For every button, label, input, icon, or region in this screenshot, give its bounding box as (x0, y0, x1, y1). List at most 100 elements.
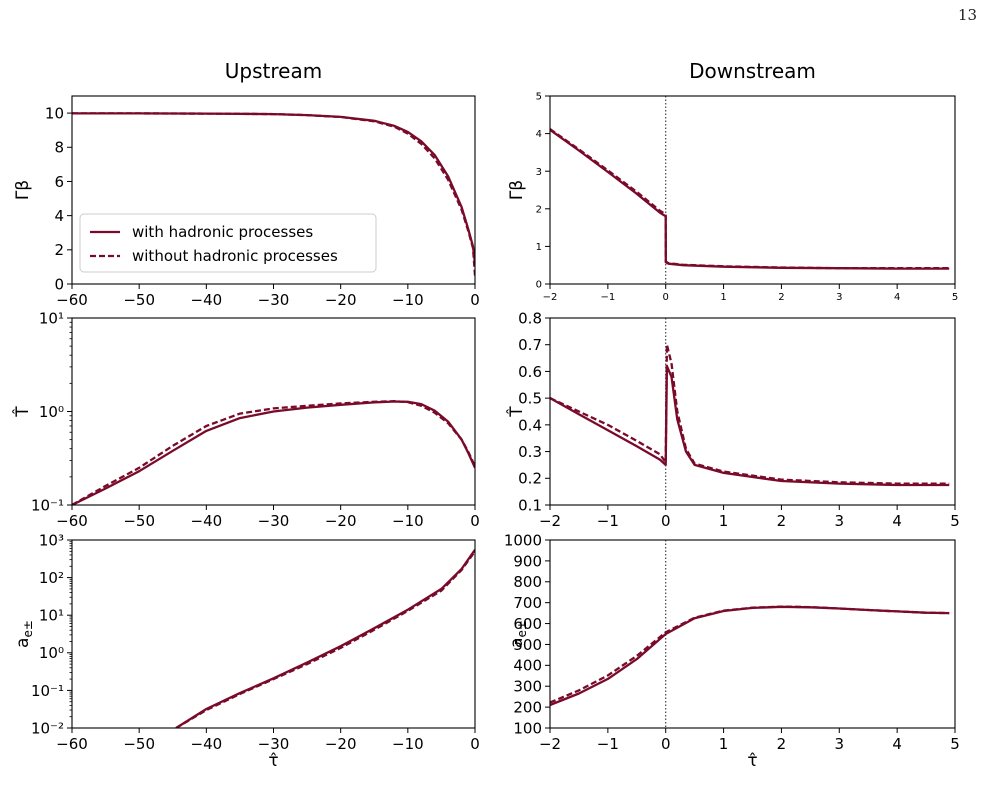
chart-panel-downstream-pair-multiplicity: −2 −1 0 1 2 3 4 5 100 200 300 400 500 600 700 800 900 100… (504, 531, 960, 771)
series-line-without-hadronic (175, 550, 475, 728)
x-tick-label: 4 (892, 735, 902, 753)
x-tick-label: −40 (191, 291, 223, 309)
x-axis-label: τ̂ (747, 751, 757, 771)
x-tick-label: 3 (836, 292, 842, 303)
x-tick-label: −20 (325, 512, 357, 530)
axes-frame (71, 95, 476, 285)
x-tick-label: −20 (325, 291, 357, 309)
legend-entry: without hadronic processes (132, 247, 338, 265)
y-tick-label: 0.3 (518, 443, 542, 461)
series-line-with-hadronic (175, 549, 475, 728)
x-tick-label: 0 (470, 512, 480, 530)
x-tick-label: −2 (543, 292, 558, 303)
y-tick-label: 1000 (504, 531, 542, 549)
series-group (550, 605, 950, 707)
series-line-with-hadronic (550, 128, 950, 270)
y-tick-label: 0.5 (518, 390, 542, 408)
x-tick-label: 0 (470, 735, 480, 753)
axes-frame (549, 539, 956, 729)
y-tick-label: 6 (54, 173, 64, 191)
series-line-without-hadronic (550, 343, 950, 485)
x-tick-label: 0 (470, 291, 480, 309)
chart-title: Upstream (225, 59, 322, 83)
x-tick-label: −30 (258, 735, 290, 753)
series-line-without-hadronic (72, 400, 475, 505)
x-tick-label: −20 (325, 735, 357, 753)
x-tick-label: −1 (597, 512, 619, 530)
x-tick-label: −10 (392, 512, 424, 530)
legend-box (79, 213, 377, 273)
x-tick-label: −30 (258, 512, 290, 530)
y-tick-label: 700 (513, 594, 542, 612)
x-tick-label: 5 (952, 292, 958, 303)
y-tick-label: 10⁻² (31, 719, 64, 737)
x-tick-label: −1 (600, 292, 615, 303)
x-tick-label: −50 (123, 291, 155, 309)
y-tick-label: 0.4 (518, 416, 542, 434)
y-tick-label: 400 (513, 657, 542, 675)
x-tick-label: 0 (663, 292, 669, 303)
y-tick-label: 10² (39, 569, 64, 587)
y-tick-label: 4 (536, 129, 542, 140)
y-tick-label: 3 (536, 167, 542, 178)
axes-frame (71, 317, 476, 506)
y-tick-label: 0 (54, 275, 64, 293)
x-tick-label: 4 (892, 512, 902, 530)
chart-panel-upstream-pair-multiplicity: −60 −50 −40 −30 −20 −10 0 10⁻² 10⁻¹ 10⁰ 10¹ 10² 10³ a… (13, 531, 480, 771)
x-tick-label: 5 (950, 512, 960, 530)
y-tick-label: 0 (536, 280, 542, 291)
y-tick-label: 10³ (39, 531, 64, 549)
y-axis-label: Γβ (13, 180, 33, 200)
y-tick-label: 10 (45, 104, 64, 122)
x-tick-label: 0 (661, 512, 671, 530)
series-line-without-hadronic (550, 128, 950, 270)
x-tick-label: −40 (191, 512, 223, 530)
x-tick-label: 1 (719, 512, 729, 530)
y-tick-label: 0.6 (518, 363, 542, 381)
axes-frame (71, 539, 476, 729)
y-tick-label: 0.1 (518, 496, 542, 514)
y-axis-label: Γβ (507, 180, 527, 200)
x-tick-label: −40 (191, 735, 223, 753)
x-tick-label: 4 (894, 292, 900, 303)
x-tick-label: −60 (56, 735, 88, 753)
y-tick-label: 0.7 (518, 336, 542, 354)
x-tick-label: 5 (950, 735, 960, 753)
page-number: 13 (958, 6, 978, 24)
series-line-without-hadronic (72, 112, 475, 276)
y-tick-label: 10⁻¹ (31, 496, 64, 514)
y-tick-label: 200 (513, 699, 542, 717)
chart-panel-upstream-temperature: −60 −50 −40 −30 −20 −10 0 10⁻¹ 10⁰ 10¹ T̂ (12, 309, 480, 530)
y-tick-label: 600 (513, 615, 542, 633)
legend: with hadronic processes without hadronic … (79, 213, 377, 273)
x-tick-label: 1 (719, 735, 729, 753)
y-tick-label: 100 (513, 719, 542, 737)
y-tick-label: 0.8 (518, 309, 542, 327)
y-tick-label: 1 (536, 242, 542, 253)
series-group (72, 400, 475, 505)
y-tick-label: 800 (513, 573, 542, 591)
x-tick-label: 2 (778, 292, 784, 303)
chart-panel-downstream-temperature: −2 −1 0 1 2 3 4 5 0.1 0.2 0.3 0.4 0.5 0.6 0.7 0.8 T̂ (506, 309, 960, 530)
x-tick-label: 1 (720, 292, 726, 303)
y-axis-label: ae± (13, 620, 35, 648)
y-axis-label: ae± (507, 620, 529, 648)
y-tick-label: 2 (536, 204, 542, 215)
y-tick-label: 8 (54, 139, 64, 157)
y-tick-label: 500 (513, 636, 542, 654)
series-group (72, 112, 475, 276)
x-tick-label: −60 (56, 512, 88, 530)
series-line-with-hadronic (72, 400, 475, 505)
y-tick-label: 10¹ (39, 309, 64, 327)
x-tick-label: −10 (392, 735, 424, 753)
legend-entry: with hadronic processes (132, 223, 313, 241)
axes-frame (549, 317, 956, 506)
axes-frame (549, 95, 956, 285)
x-axis-label: τ̂ (268, 751, 278, 771)
y-axis-label: T̂ (506, 406, 527, 418)
y-tick-label: 0.2 (518, 470, 542, 488)
x-tick-label: 0 (661, 735, 671, 753)
y-tick-label: 10⁰ (39, 403, 64, 421)
series-line-with-hadronic (550, 364, 950, 487)
x-tick-label: 3 (835, 512, 845, 530)
